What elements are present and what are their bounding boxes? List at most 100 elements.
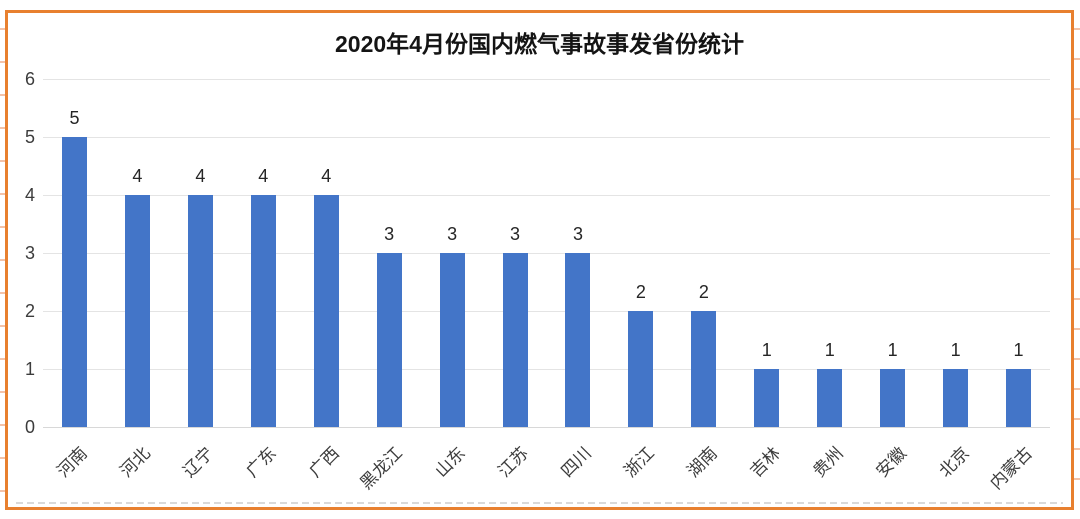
x-axis-category-label: 河南 <box>53 443 92 482</box>
x-axis-category: 北京 <box>924 433 987 511</box>
bar-column: 4 <box>295 79 358 427</box>
bar-value-label: 3 <box>572 224 583 244</box>
bar-value-label: 4 <box>195 166 206 186</box>
bar <box>880 369 906 427</box>
bar-column: 2 <box>609 79 672 427</box>
x-axis-category: 江苏 <box>484 433 547 511</box>
bar <box>565 253 591 427</box>
x-axis-category-label: 广西 <box>305 443 344 482</box>
x-axis-category: 黑龙江 <box>357 433 421 511</box>
bar-value-label: 1 <box>824 340 835 360</box>
gridline-y5 <box>43 137 1050 138</box>
gridline-y3 <box>43 253 1050 254</box>
x-axis-category-label: 山东 <box>431 443 470 482</box>
x-axis-category-label: 浙江 <box>620 443 658 482</box>
y-axis-tick-label: 5 <box>24 127 35 147</box>
gridline-y1 <box>43 369 1050 370</box>
bar-column: 3 <box>358 79 421 427</box>
bar <box>502 253 528 427</box>
y-axis-tick-label: 0 <box>24 417 35 437</box>
bar-value-label: 2 <box>698 282 709 302</box>
x-axis-category: 山东 <box>421 433 484 511</box>
bar-column: 1 <box>924 79 987 427</box>
x-axis-category-label: 四川 <box>557 443 595 482</box>
bottom-dashed-line <box>16 502 1063 504</box>
plot-area: 5 4 4 4 4 3 3 3 3 2 2 1 1 1 1 1 <box>43 79 1050 428</box>
bar-series: 5 4 4 4 4 3 3 3 3 2 2 1 1 1 1 1 <box>43 79 1050 427</box>
bar <box>250 195 276 427</box>
bar-column: 1 <box>798 79 861 427</box>
y-axis-tick-label: 4 <box>24 185 35 205</box>
x-axis-category: 四川 <box>547 433 610 511</box>
x-axis-category: 贵州 <box>798 433 861 511</box>
x-axis-category: 内蒙古 <box>986 433 1050 511</box>
gridline-y6 <box>43 79 1050 80</box>
x-axis-category: 河北 <box>106 433 169 511</box>
bar <box>313 195 339 427</box>
bar <box>124 195 150 427</box>
x-axis-category-label: 辽宁 <box>179 443 218 482</box>
bar-column: 4 <box>232 79 295 427</box>
bar-column: 3 <box>484 79 547 427</box>
bar-column: 3 <box>547 79 610 427</box>
gridline-y4 <box>43 195 1050 196</box>
bar <box>61 137 87 427</box>
y-axis-tick-label: 6 <box>24 69 35 89</box>
bar <box>1006 369 1032 427</box>
bar <box>817 369 843 427</box>
y-axis-tick-label: 1 <box>24 359 35 379</box>
y-axis-tick-label: 3 <box>24 243 35 263</box>
chart-frame: 2020年4月份国内燃气事故事发省份统计 0 1 2 3 4 5 6 5 4 4 4 4 3 3 3 3 2 2… <box>5 10 1074 510</box>
bar <box>187 195 213 427</box>
bar-column: 1 <box>987 79 1050 427</box>
bar-value-label: 4 <box>132 166 143 186</box>
bar-value-label: 3 <box>447 224 458 244</box>
x-axis-category: 辽宁 <box>169 433 232 511</box>
bar-value-label: 3 <box>510 224 521 244</box>
bar <box>691 311 717 427</box>
bar-value-label: 5 <box>69 108 80 128</box>
bar-value-label: 2 <box>635 282 646 302</box>
x-axis-category: 河南 <box>43 433 106 511</box>
bar-value-label: 1 <box>950 340 961 360</box>
y-axis-tick-label: 2 <box>24 301 35 321</box>
bar-value-label: 4 <box>321 166 332 186</box>
bar-column: 1 <box>735 79 798 427</box>
bar <box>439 253 465 427</box>
chart-title: 2020年4月份国内燃气事故事发省份统计 <box>335 31 744 57</box>
bar-column: 1 <box>861 79 924 427</box>
x-axis-category-label: 广东 <box>242 443 281 482</box>
x-axis-category: 湖南 <box>672 433 735 511</box>
x-axis-category: 安徽 <box>861 433 924 511</box>
bar <box>943 369 969 427</box>
x-axis-category-label: 安徽 <box>872 443 910 482</box>
x-axis-category-label: 北京 <box>935 443 973 482</box>
x-axis-category: 广东 <box>232 433 295 511</box>
bar-column: 4 <box>106 79 169 427</box>
gridline-y2 <box>43 311 1050 312</box>
x-axis-category: 吉林 <box>735 433 798 511</box>
x-axis-category-label: 黑龙江 <box>356 443 407 494</box>
x-axis: 河南 河北 辽宁 广东 广西 黑龙江 山东 江苏 四川 浙江 湖南 吉林 贵州 安徽 北京 内蒙古 <box>43 433 1050 511</box>
bar-value-label: 4 <box>258 166 269 186</box>
bar-value-label: 1 <box>1013 340 1024 360</box>
bar-value-label: 1 <box>887 340 898 360</box>
bar-value-label: 1 <box>761 340 772 360</box>
bar-column: 2 <box>672 79 735 427</box>
y-axis: 0 1 2 3 4 5 6 <box>8 69 35 437</box>
x-axis-category-label: 湖南 <box>683 443 721 482</box>
x-axis-category-label: 内蒙古 <box>986 443 1036 494</box>
bar-value-label: 3 <box>384 224 395 244</box>
bar <box>754 369 780 427</box>
x-axis-category-label: 贵州 <box>809 443 847 482</box>
x-axis-category: 浙江 <box>609 433 672 511</box>
bar-column: 3 <box>421 79 484 427</box>
bar-column: 5 <box>43 79 106 427</box>
bar <box>376 253 402 427</box>
bar-column: 4 <box>169 79 232 427</box>
ruler-ticks-left <box>0 28 5 501</box>
x-axis-category-label: 河北 <box>116 443 155 482</box>
bar <box>628 311 654 427</box>
x-axis-category: 广西 <box>295 433 358 511</box>
